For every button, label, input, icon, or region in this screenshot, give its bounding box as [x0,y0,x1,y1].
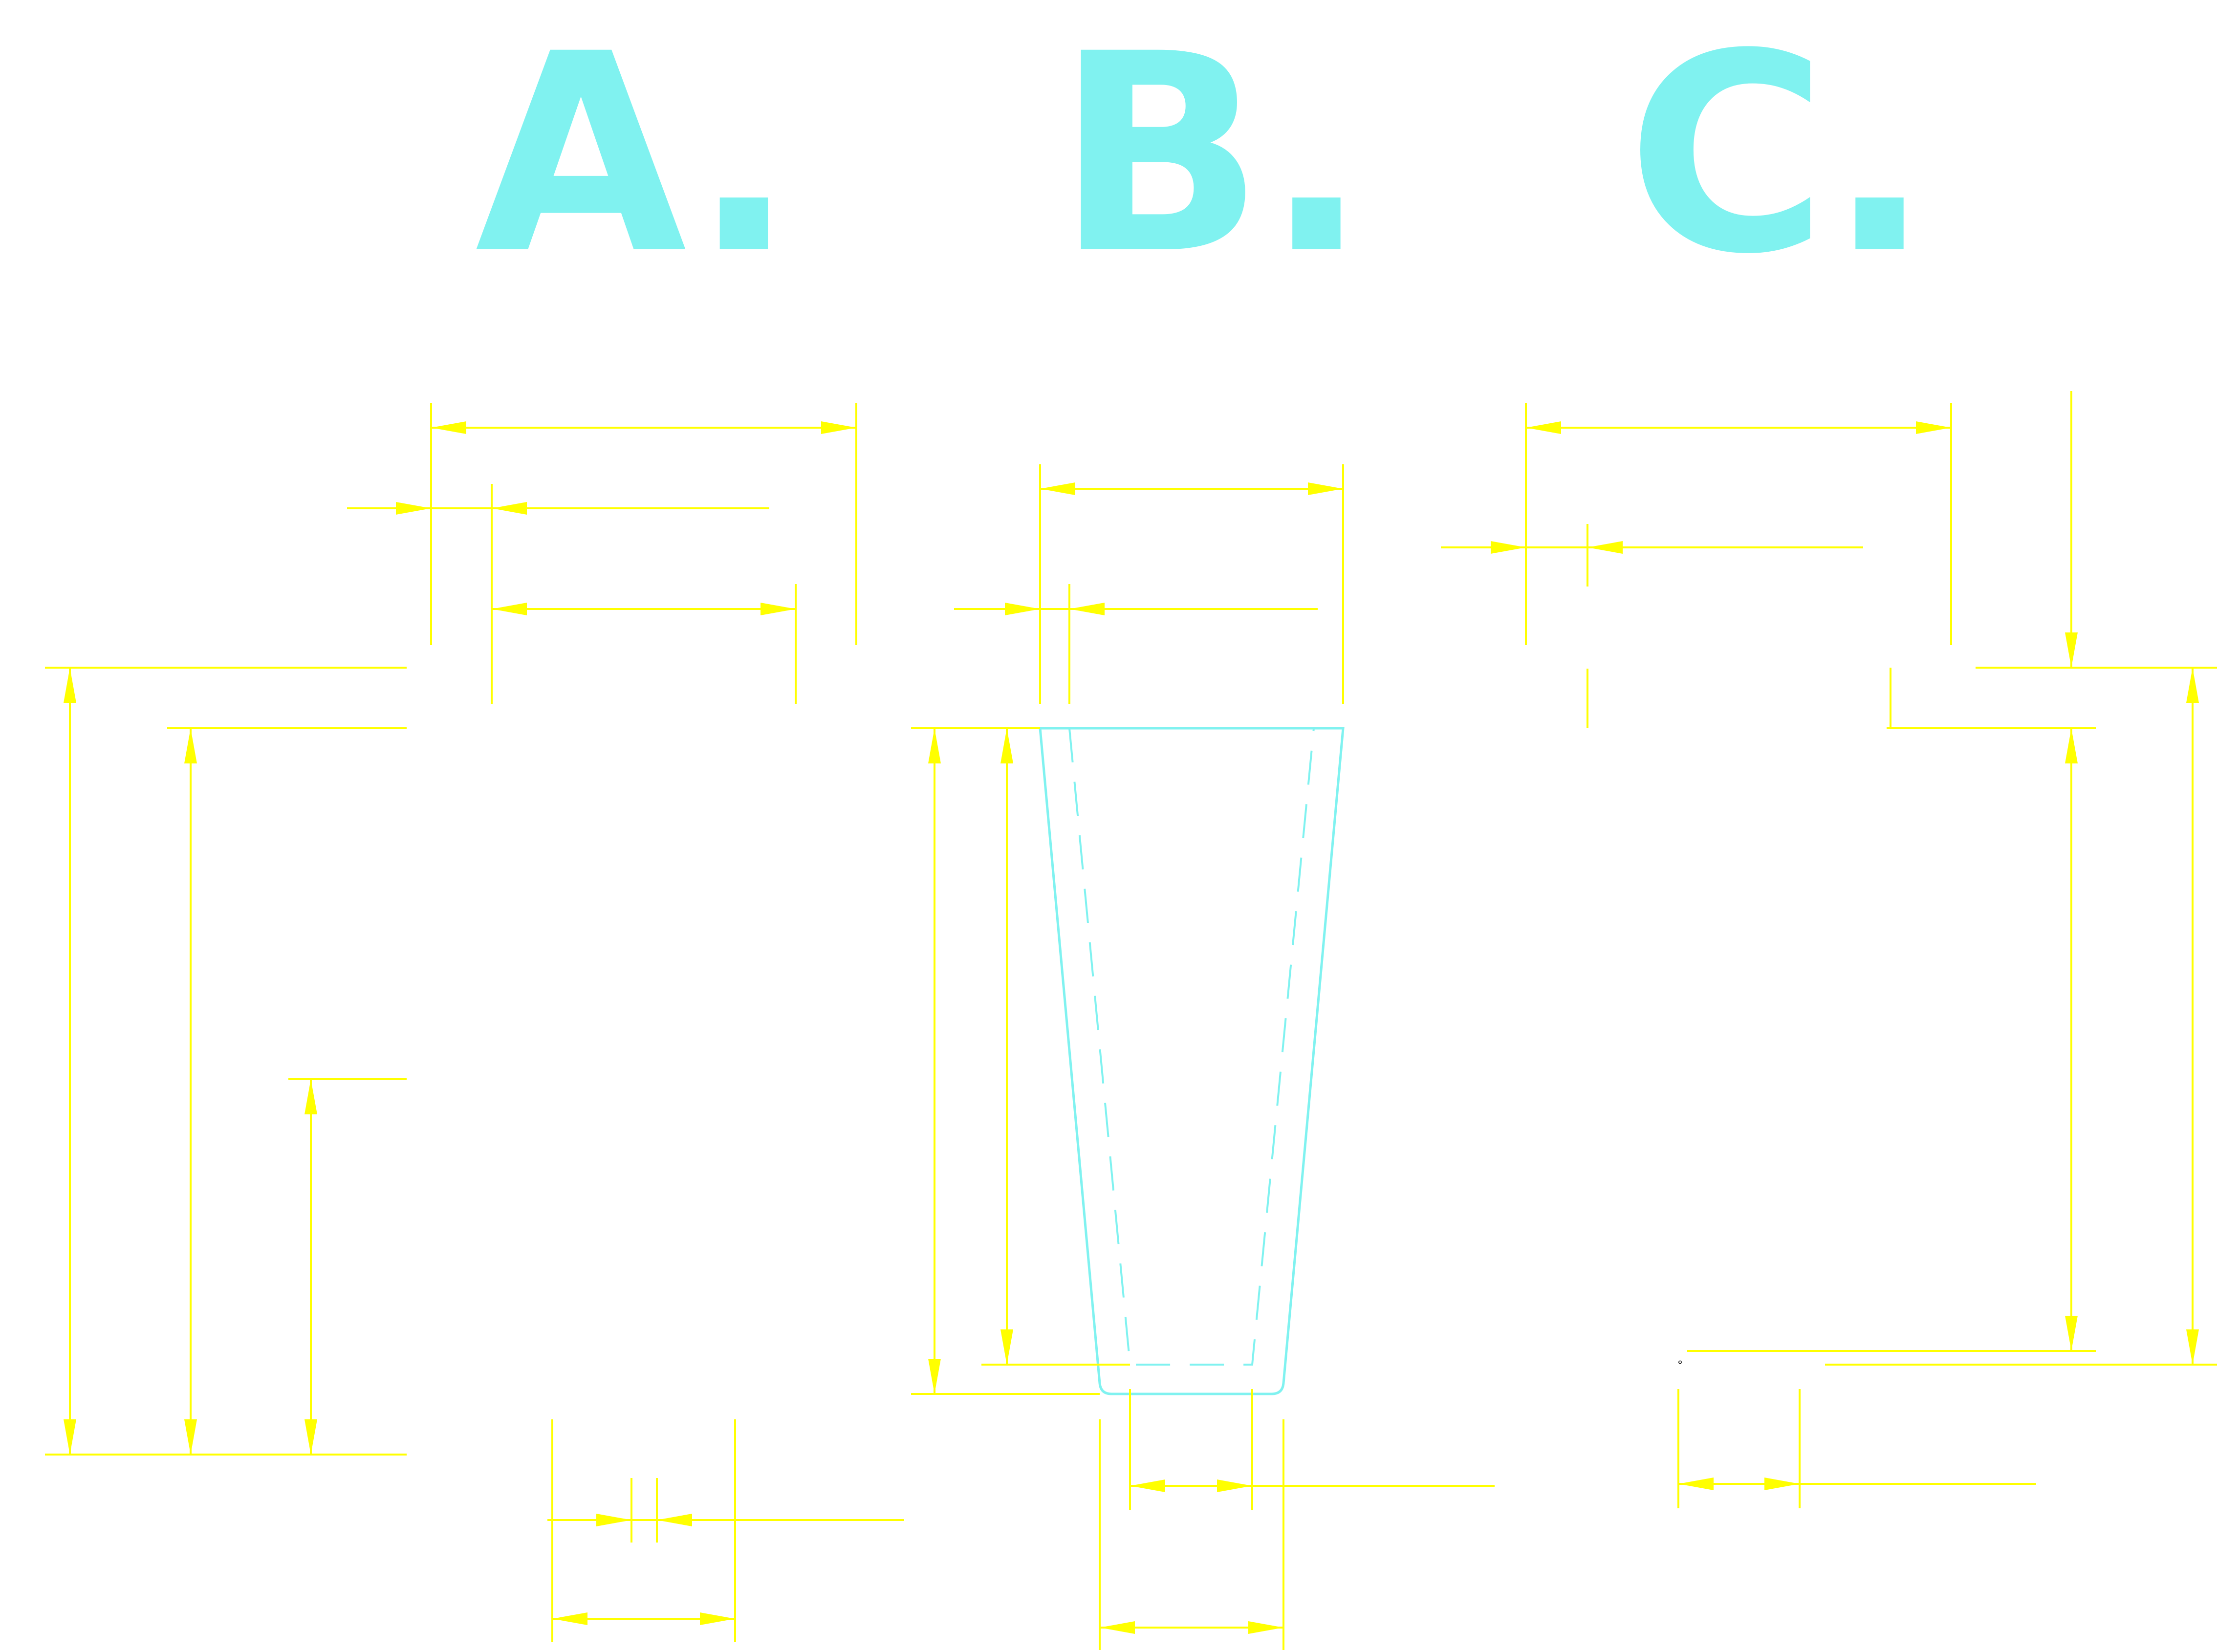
dimension-arrowhead [396,502,431,515]
dimension-arrowhead [304,1079,317,1114]
dimension-arrowhead [2065,632,2078,668]
view-b-cup-outline [1039,727,1345,1395]
dimension-arrowhead [1130,1479,1165,1492]
dimension-arrowhead [492,603,527,615]
dimension-arrowhead [492,502,527,515]
dimension-arrows [64,421,2199,1634]
dimension-arrowhead [1308,482,1343,495]
dimension-arrowhead [700,1612,735,1625]
dimension-arrowhead [64,668,76,703]
dimension-arrowhead [2065,1316,2078,1351]
dimension-arrowhead [1217,1479,1252,1492]
dimension-arrowhead [1491,541,1526,554]
dimension-arrowhead [1100,1621,1135,1634]
label-b: B. [1056,0,1369,314]
dimension-arrowhead [1000,728,1013,763]
dimension-arrowhead [1005,603,1040,615]
dimension-arrowhead [1069,603,1105,615]
dimension-arrowhead [657,1514,692,1526]
dimension-arrowhead [1248,1621,1283,1634]
label-a: A. [475,0,796,314]
dimension-arrowhead [184,728,197,763]
dimension-arrowhead [928,1359,941,1394]
dimension-arrowhead [1916,421,1951,434]
dimension-arrowhead [761,603,796,615]
dimension-arrowhead [2065,728,2078,763]
dimension-arrowhead [1764,1478,1800,1490]
dimension-arrowhead [431,421,466,434]
dimension-arrowhead [2186,668,2199,703]
dimension-arrowhead [821,421,856,434]
dimension-arrowhead [928,728,941,763]
dimension-arrowhead [1526,421,1561,434]
dimension-arrowhead [1040,482,1075,495]
dimension-arrowhead [64,1419,76,1455]
dimension-arrowhead [596,1514,631,1526]
dimension-arrowhead [184,1419,197,1455]
dimension-arrowhead [2186,1329,2199,1365]
label-c: C. [1627,0,1932,314]
dimension-arrowhead [552,1612,587,1625]
dimension-arrowhead [1678,1478,1714,1490]
view-b-inner-wall-dashed [1068,728,1315,1366]
dimension-lines [45,391,2217,1650]
dimension-arrowhead [1000,1329,1013,1365]
small-mark: ° [1677,1359,1683,1371]
dimension-arrowhead [1587,541,1623,554]
dimension-arrowhead [304,1419,317,1455]
